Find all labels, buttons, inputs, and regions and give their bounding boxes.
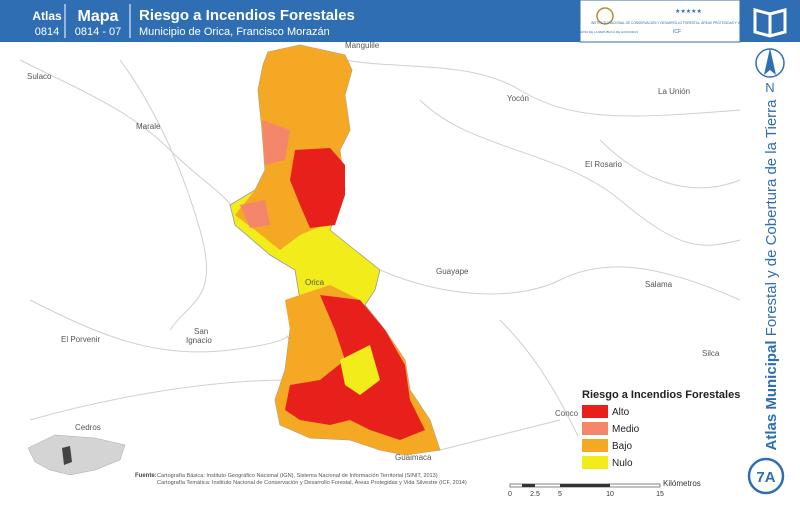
inset-department xyxy=(62,446,72,465)
stars: ★★★★★ xyxy=(675,8,702,15)
zone-alto xyxy=(290,148,345,228)
source-line: Cartografía Básica: Instituto Geográfico… xyxy=(157,473,438,479)
place-label: Guaimaca xyxy=(395,453,432,462)
scale-tick-label: 5 xyxy=(558,491,562,498)
place-label: Sulaco xyxy=(27,72,52,81)
road xyxy=(439,419,561,451)
place-label: Salama xyxy=(645,280,673,289)
atlas-code: 0814 xyxy=(35,26,59,38)
zone-nulo xyxy=(340,345,380,395)
road xyxy=(29,379,291,421)
page-number: 7A xyxy=(756,469,775,486)
logo-left: GOBIERNO DE LA REPÚBLICA DE HONDURAS xyxy=(572,29,638,34)
legend-items: Alto Medio Bajo Nulo xyxy=(582,405,640,469)
place-label: Silca xyxy=(702,349,720,358)
place-label: Orica xyxy=(305,278,325,287)
map-label: Mapa xyxy=(78,8,119,25)
legend-swatch xyxy=(582,456,608,469)
road xyxy=(599,139,741,189)
road xyxy=(119,59,208,331)
scale-bar: Kilómetros 0 2.5 5 10 15 xyxy=(508,479,701,498)
place-label: Guayape xyxy=(436,267,469,276)
road xyxy=(29,299,291,353)
side-title-bold: Atlas Municipal xyxy=(763,340,780,450)
legend-swatch xyxy=(582,439,608,452)
scale-tick-label: 2.5 xyxy=(530,491,540,498)
header-bar xyxy=(0,0,580,42)
scale-tick-label: 10 xyxy=(606,491,614,498)
place-label: Cedros xyxy=(75,423,101,432)
subtitle: Municipio de Orica, Francisco Morazán xyxy=(139,26,330,38)
inset-country xyxy=(27,434,126,476)
north-label: N xyxy=(765,80,774,95)
legend-title: Riesgo a Incendios Forestales xyxy=(582,389,740,401)
north-circle xyxy=(755,48,785,78)
municipality xyxy=(229,44,441,456)
legend-label: Nulo xyxy=(612,458,633,469)
zone-medio xyxy=(262,120,290,165)
scale-tick-label: 15 xyxy=(656,491,664,498)
logo-right: INSTITUTO NACIONAL DE CONSERVACIÓN Y DES… xyxy=(591,20,763,25)
legend-swatch xyxy=(582,422,608,435)
legend-label: Alto xyxy=(612,407,630,418)
map-code: 0814 - 07 xyxy=(75,26,121,38)
place-label: Ignacio xyxy=(186,336,212,345)
legend-label: Medio xyxy=(612,424,640,435)
place-label: Yocón xyxy=(507,94,529,103)
place-label: El Porvenir xyxy=(61,335,100,344)
place-label: Concor xyxy=(555,409,581,418)
place-label: Mangulile xyxy=(345,41,380,50)
road xyxy=(419,99,741,246)
scale-tick-label: 0 xyxy=(508,491,512,498)
scale-segment xyxy=(522,484,535,487)
logo-box xyxy=(579,0,741,43)
emblem xyxy=(596,7,614,25)
title: Riesgo a Incendios Forestales xyxy=(139,7,355,24)
source-line: Cartografía Temática: Instituto Nacional… xyxy=(157,479,467,486)
scale-ticks: 0 2.5 5 10 15 xyxy=(508,491,664,498)
place-label: Marale xyxy=(136,122,161,131)
north-arrow xyxy=(764,48,776,75)
places: Mangulile Sulaco Yocón La Unión Marale E… xyxy=(27,41,720,462)
side-title-rest: Forestal y de Cobertura de la Tierra xyxy=(763,99,780,336)
road xyxy=(344,59,741,117)
source-label: Fuente: xyxy=(135,473,157,479)
scale-unit: Kilómetros xyxy=(663,479,701,488)
place-label: La Unión xyxy=(658,87,690,96)
page-badge xyxy=(747,457,785,495)
legend-swatch xyxy=(582,405,608,418)
book-icon xyxy=(753,8,787,38)
scale-segment xyxy=(560,484,610,487)
road xyxy=(379,266,741,301)
place-label: El Rosario xyxy=(585,160,622,169)
atlas-label: Atlas xyxy=(32,9,62,23)
side-title: Atlas Municipal Forestal y de Cobertura … xyxy=(763,99,780,451)
logo-acronym: ICF xyxy=(673,29,681,35)
legend-label: Bajo xyxy=(612,441,632,452)
place-label: San xyxy=(194,327,208,336)
zone-medio xyxy=(240,200,270,228)
road xyxy=(19,59,237,226)
